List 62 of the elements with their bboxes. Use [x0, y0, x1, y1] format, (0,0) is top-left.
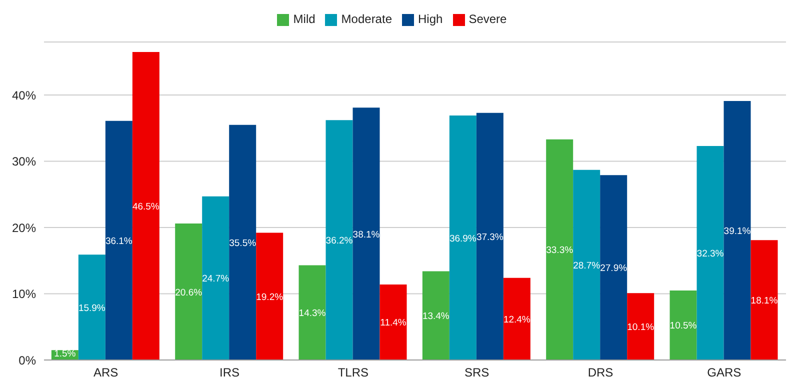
data-label: 27.9% — [600, 263, 628, 274]
bar — [202, 196, 230, 360]
data-label: 14.3% — [298, 308, 326, 320]
bar — [750, 240, 778, 360]
y-tick-label: 40% — [12, 88, 36, 102]
y-tick-label: 20% — [12, 220, 36, 235]
legend-label: High — [418, 12, 443, 26]
data-label: 1.5% — [54, 348, 76, 360]
data-label: 36.9% — [449, 233, 477, 244]
bar — [422, 271, 450, 360]
bar — [476, 112, 504, 360]
bar — [670, 290, 697, 360]
data-label: 19.2% — [256, 292, 284, 303]
data-label: 35.5% — [229, 238, 257, 249]
y-tick-label: 0% — [18, 353, 36, 368]
bar — [78, 254, 106, 360]
data-label: 10.1% — [627, 322, 655, 334]
bar — [380, 284, 407, 360]
bar — [352, 108, 380, 360]
bar — [573, 170, 600, 360]
data-label: 37.3% — [476, 232, 504, 243]
legend-label: Severe — [468, 12, 507, 26]
x-tick-label: SRS — [464, 366, 490, 380]
data-label: 10.5% — [670, 320, 698, 332]
legend-label: Moderate — [341, 12, 392, 26]
x-tick-label: GARS — [707, 366, 742, 380]
bar — [600, 175, 628, 360]
bar — [503, 278, 530, 360]
data-label: 36.2% — [326, 236, 354, 247]
bar — [546, 139, 574, 360]
data-label: 18.1% — [750, 296, 778, 307]
x-tick-label: DRS — [588, 366, 614, 380]
x-tick-label: IRS — [219, 366, 240, 380]
bar — [229, 124, 256, 360]
data-label: 11.4% — [380, 318, 407, 329]
data-label: 39.1% — [724, 226, 752, 237]
data-label: 20.6% — [175, 287, 203, 298]
data-label: 46.5% — [132, 201, 160, 212]
data-label: 33.3% — [546, 245, 574, 256]
data-label: 13.4% — [422, 311, 450, 322]
y-tick-label: 30% — [12, 154, 36, 169]
data-label: 12.4% — [503, 314, 531, 326]
x-tick-label: TLRS — [338, 366, 369, 380]
bar — [696, 146, 724, 360]
x-tick-label: ARS — [93, 366, 118, 380]
data-label: 24.7% — [202, 274, 230, 285]
bar — [449, 116, 476, 360]
bar — [175, 224, 202, 360]
data-label: 32.3% — [696, 248, 724, 260]
bar — [627, 293, 654, 360]
bar — [298, 265, 326, 360]
data-label: 36.1% — [105, 236, 133, 247]
legend-label: Mild — [293, 12, 316, 26]
bar — [132, 52, 160, 360]
bar — [326, 120, 353, 360]
y-tick-label: 10% — [12, 287, 36, 302]
bar — [105, 120, 132, 360]
bar — [256, 232, 284, 360]
data-label: 28.7% — [573, 260, 601, 272]
bar — [724, 100, 751, 360]
data-label: 15.9% — [78, 302, 106, 314]
data-label: 38.1% — [352, 229, 380, 240]
